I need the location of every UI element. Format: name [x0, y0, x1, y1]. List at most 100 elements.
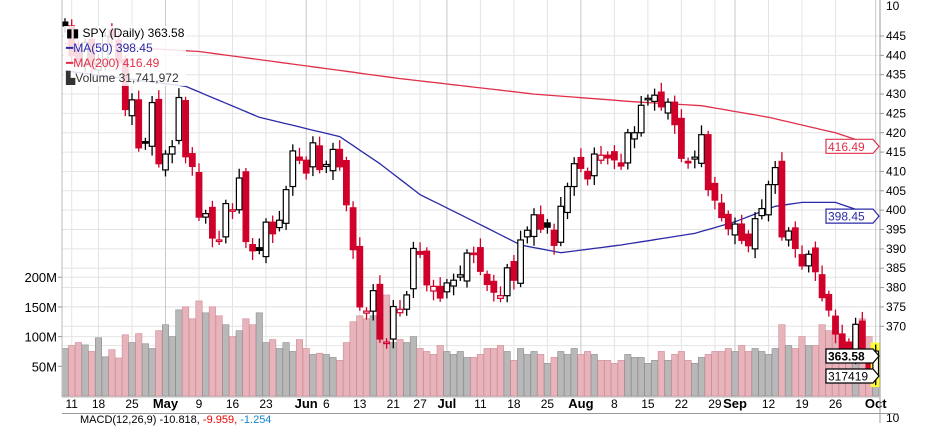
volume-bar [550, 357, 558, 397]
candle [744, 230, 752, 253]
volume-bar [202, 312, 210, 397]
candle-body [262, 221, 270, 258]
x-tick-label: 22 [675, 397, 689, 411]
volume-bar [657, 351, 665, 397]
candle-body [785, 230, 792, 241]
candle-body [624, 132, 632, 164]
candle [644, 94, 652, 106]
volume-bar [81, 344, 89, 397]
candle-body [195, 172, 203, 218]
volume-bar [443, 351, 451, 397]
candle [517, 230, 524, 288]
candle-body [450, 279, 457, 287]
candle-body [577, 156, 585, 169]
x-tick-label: 6 [323, 397, 330, 411]
volume-bar [771, 348, 779, 397]
candle [597, 145, 605, 165]
candle [309, 136, 317, 177]
volume-bar [798, 336, 806, 397]
candle-body [235, 177, 243, 211]
candle-body [550, 229, 558, 246]
candle-body [832, 315, 839, 335]
volume-bar [242, 318, 250, 397]
x-tick-label: 25 [125, 397, 139, 411]
x-tick-label: Aug [568, 396, 593, 411]
candle [577, 148, 585, 173]
candle-body [711, 182, 719, 201]
candle [235, 168, 243, 214]
ma50-value-tag-box [825, 208, 880, 224]
candle-body [510, 261, 518, 281]
ma200-value-tag: 416.49 [828, 140, 865, 154]
x-tick-label: 23 [259, 397, 273, 411]
volume-bar [128, 342, 136, 397]
candle [363, 307, 370, 320]
volume-bar [436, 345, 444, 397]
volume-bar [302, 348, 310, 397]
candle-body [389, 305, 397, 340]
candle-body [825, 293, 833, 311]
volume-bar [450, 354, 458, 397]
candle [343, 156, 350, 212]
volume-bar [101, 356, 109, 397]
candle [209, 200, 216, 248]
volume-bar [523, 354, 531, 397]
x-tick-label: Jun [295, 396, 318, 411]
volume-bar [811, 345, 819, 397]
candle-body [604, 154, 612, 159]
candle-body [222, 202, 230, 238]
candle-body [610, 151, 618, 161]
volume-bar [785, 345, 793, 397]
candle [724, 210, 732, 236]
candle [202, 209, 210, 224]
candle-body [798, 254, 806, 267]
candle [832, 309, 839, 344]
volume-bar [764, 354, 772, 397]
candle-body [416, 250, 424, 255]
candle [403, 291, 411, 316]
line-icon: ━ [66, 41, 74, 55]
x-tick-label: 18 [92, 397, 106, 411]
candle [704, 130, 712, 197]
price-tick-label: 435 [886, 68, 906, 82]
candle [470, 246, 478, 264]
candle [711, 176, 719, 210]
candle [336, 140, 344, 171]
candle [818, 265, 826, 302]
candle-body [175, 96, 183, 142]
candle [510, 255, 518, 290]
volume-bar [818, 324, 826, 397]
volume-bar [483, 348, 491, 397]
volume-bar [215, 315, 223, 397]
candle [349, 201, 357, 259]
chart-legend: ▮▮ SPY (Daily) 363.58 ━MA(50) 398.45 ━MA… [64, 26, 187, 86]
candle-body [698, 134, 705, 164]
candle-body [369, 290, 377, 312]
candle [684, 157, 692, 169]
candle-body [590, 153, 598, 177]
volume-bar [289, 351, 297, 397]
candle [436, 277, 444, 302]
line-icon: ━ [66, 56, 74, 70]
candle-body [309, 142, 317, 168]
candle-body [255, 247, 263, 251]
candle [825, 290, 833, 317]
volume-value-tag: 317419 [828, 370, 868, 384]
volume-bar [617, 360, 625, 397]
volume-bar [691, 363, 699, 397]
candle [289, 144, 297, 196]
x-tick-label: 9 [196, 397, 203, 411]
candle-body [162, 153, 169, 171]
candle [128, 93, 136, 126]
volume-bar [389, 342, 397, 397]
candle [162, 150, 169, 177]
volume-bar [362, 318, 370, 397]
volume-bar [282, 342, 290, 397]
candle [564, 182, 571, 220]
x-tick-label: 11 [474, 397, 487, 411]
volume-bar [724, 348, 732, 397]
candle [430, 279, 437, 301]
candle [483, 270, 491, 292]
price-tick-label: 425 [886, 106, 906, 120]
candle [410, 241, 417, 298]
